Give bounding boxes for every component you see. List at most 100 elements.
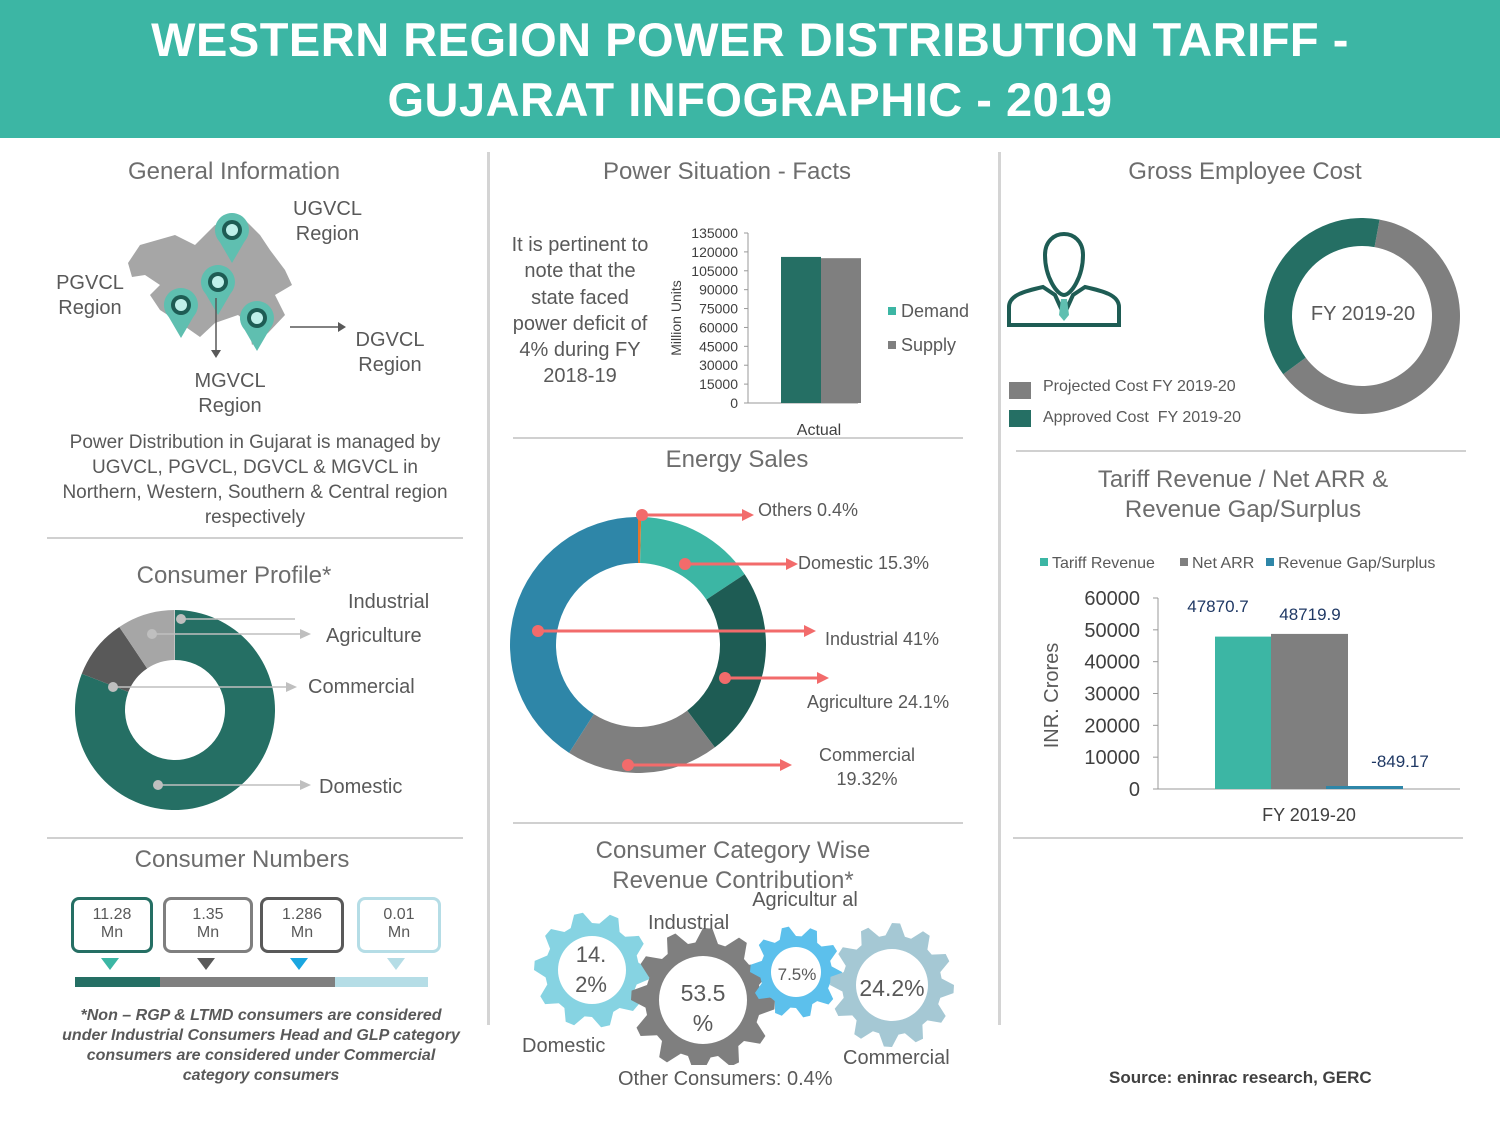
mgvcl-label: MGVCL Region <box>194 370 266 417</box>
power-y-tick: 90000 <box>699 282 738 298</box>
divider-tariff <box>1013 837 1463 839</box>
power-y-axis-title: Million Units <box>668 280 684 355</box>
consumer-bar-segment-2 <box>160 977 335 987</box>
power-legend-label: Demand <box>901 301 969 321</box>
tariff-y-tick: 20000 <box>1084 715 1140 737</box>
tariff-heading: Tariff Revenue / Net ARR & Revenue Gap/S… <box>1056 465 1430 525</box>
employee-person-icon <box>1007 232 1121 327</box>
gear-industrial-icon <box>631 928 775 1065</box>
gear-commercial-icon <box>830 923 954 1047</box>
consumer-number-unit: Mn <box>196 924 220 941</box>
tariff-y-tick: 40000 <box>1084 652 1140 674</box>
consumer-number-unit: Mn <box>387 924 411 941</box>
tariff-legend-swatch <box>1180 558 1188 566</box>
tariff-data-label: 47870.7 <box>1187 597 1248 616</box>
legend-swatch-projected <box>1009 382 1031 399</box>
employee-cost-heading: Gross Employee Cost <box>1128 158 1362 185</box>
profile-leaders <box>108 614 311 790</box>
title-line-1: WESTERN REGION POWER DISTRIBUTION TARIFF… <box>151 13 1349 66</box>
profile-label-domestic: Domestic <box>319 776 403 798</box>
energy-label-commercial-value: 19.32% <box>836 769 897 789</box>
profile-slice-industrial <box>174 610 175 661</box>
energy-arrow-head <box>780 759 792 771</box>
tariff-heading-line-2: Revenue Gap/Surplus <box>1124 496 1362 523</box>
consumer-number-box-1: 11.28 Mn <box>71 897 153 953</box>
power-y-tick: 30000 <box>699 357 738 373</box>
gear-domestic-icon <box>534 912 650 1028</box>
energy-arrow-head <box>817 672 829 684</box>
gear-domestic-label: Domestic <box>522 1035 606 1057</box>
energy-arrow-head <box>786 558 798 570</box>
tariff-legend-label: Net ARR <box>1192 555 1254 572</box>
consumer-number-value: 11.28 <box>92 906 132 923</box>
revenue-heading-line-2: Revenue Contribution* <box>612 867 854 894</box>
gear-commercial-value: 24.2% <box>859 975 925 1001</box>
consumer-number-value: 1.286 <box>281 906 323 923</box>
consumer-bar-segment-1 <box>75 977 160 987</box>
legend-swatch-approved <box>1009 410 1031 427</box>
consumer-numbers-heading: Consumer Numbers <box>134 846 350 873</box>
power-y-tick: 120000 <box>691 244 738 260</box>
consumer-number-box-4: 0.01 Mn <box>357 897 441 953</box>
energy-slice-others <box>638 517 642 564</box>
power-y-tick: 60000 <box>699 319 738 335</box>
revenue-gears <box>534 912 954 1065</box>
power-situation-heading: Power Situation - Facts <box>602 158 852 185</box>
divider-power <box>513 437 963 439</box>
energy-slice-agriculture <box>687 574 766 748</box>
profile-slice-commercial <box>81 626 148 692</box>
profile-label-agriculture: Agriculture <box>326 625 422 647</box>
energy-label: Others 0.4% <box>758 500 858 520</box>
tariff-y-axis-title: INR. Crores <box>1041 643 1063 749</box>
profile-slice-agriculture <box>119 610 175 669</box>
tariff-legend-swatch <box>1266 558 1274 566</box>
tariff-legend-swatch <box>1040 558 1048 566</box>
consumer-numbers-note: *Non – RGP & LTMD consumers are consider… <box>62 1007 460 1084</box>
dgvcl-pin-icon <box>239 301 274 351</box>
consumer-number-box-2: 1.35 Mn <box>163 897 253 953</box>
gear-industrial-value: 53.5 % <box>680 980 726 1036</box>
title-banner <box>0 0 1500 138</box>
power-y-tick: 105000 <box>691 263 738 279</box>
power-legend-swatch <box>888 341 896 349</box>
revenue-heading-line-1: Consumer Category Wise <box>595 837 871 864</box>
tariff-y-tick: 60000 <box>1084 588 1140 610</box>
tariff-legend-label: Revenue Gap/Surplus <box>1278 555 1435 572</box>
pgvcl-pin-icon <box>163 288 198 338</box>
energy-label: Industrial 41% <box>825 629 939 649</box>
general-description: Power Distribution in Gujarat is managed… <box>62 432 448 528</box>
tariff-chart: Tariff Revenue Net ARR Revenue Gap/Surplus… <box>1040 555 1460 825</box>
gear-agricultural-value: 7.5% <box>777 965 817 984</box>
revenue-contribution-heading: Consumer Category Wise Revenue Contribut… <box>546 836 920 896</box>
gear-commercial-label: Commercial <box>843 1047 950 1069</box>
consumer-profile-chart <box>75 610 311 810</box>
employee-slice-approved <box>1264 218 1380 375</box>
divider-employee <box>1016 450 1466 452</box>
energy-label: Agriculture 24.1% <box>807 692 949 712</box>
source-note: Source: eninrac research, GERC <box>1109 1068 1372 1087</box>
consumer-number-box-3: 1.286 Mn <box>260 897 344 953</box>
power-bar-demand <box>781 256 821 403</box>
general-heading: General Information <box>127 158 341 185</box>
tariff-data-label: -849.17 <box>1371 752 1429 771</box>
gear-others-label: Other Consumers: 0.4% <box>618 1068 833 1090</box>
tariff-heading-line-1: Tariff Revenue / Net ARR & <box>1097 466 1389 493</box>
dgvcl-label: DGVCL Region <box>355 329 425 376</box>
employee-donut-label: FY 2019-20 <box>1310 303 1416 325</box>
power-y-tick: 0 <box>730 395 738 411</box>
mgvcl-pin-icon <box>200 265 235 315</box>
power-situation-text: It is pertinent to note that the state f… <box>511 234 649 388</box>
gear-agricultural-icon <box>750 926 842 1018</box>
employee-slice-projected <box>1283 219 1460 415</box>
energy-sales-chart: Others 0.4% Domestic 15.3% Industrial 41% A… <box>510 500 949 789</box>
power-y-tick: 75000 <box>699 301 738 317</box>
tariff-bar-2 <box>1326 786 1403 789</box>
employee-cost-chart <box>1264 218 1460 415</box>
pgvcl-label: PGVCL Region <box>56 272 124 319</box>
consumer-profile-heading: Consumer Profile* <box>136 562 332 589</box>
tariff-y-tick: 10000 <box>1084 747 1140 769</box>
consumer-number-unit: Mn <box>100 924 124 941</box>
consumer-bar-segment-3 <box>335 977 428 987</box>
tariff-y-tick: 50000 <box>1084 620 1140 642</box>
energy-arrow-head <box>804 625 816 637</box>
